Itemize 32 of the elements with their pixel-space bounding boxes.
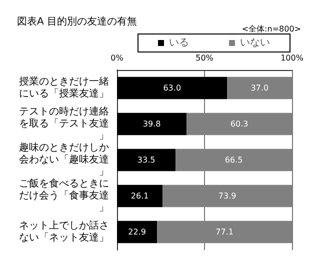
bar — [176, 148, 292, 172]
bar — [186, 112, 292, 136]
bar — [117, 220, 158, 244]
x-tick-label: 50% — [196, 54, 214, 62]
data-label: 63.0 — [163, 84, 182, 92]
y-tick-label: ネット上でしか話さない「ネット友達」 — [19, 220, 109, 244]
data-label: 60.3 — [230, 120, 248, 128]
bar — [157, 220, 292, 244]
x-tick-label: 0% — [110, 54, 124, 62]
y-tick-label: 授業のときだけ一緒にいる「授業友達」 — [19, 76, 109, 100]
data-label: 73.9 — [218, 192, 236, 200]
data-label: 33.5 — [137, 156, 156, 164]
data-label: 22.9 — [128, 228, 146, 236]
bar — [227, 76, 292, 100]
bar — [117, 184, 163, 208]
data-label: 39.8 — [142, 120, 161, 128]
bar — [117, 112, 187, 136]
data-label: 66.5 — [224, 156, 243, 164]
y-tick-label: テストの時だけ連絡を取る「テスト友達」 — [19, 106, 109, 142]
y-tick-label: 趣味のときだけしか会わない「趣味友達」 — [19, 142, 109, 178]
x-tick-label: 100% — [280, 54, 304, 62]
bar — [117, 76, 228, 100]
y-tick-label: ご飯を食べるときにだけ会う「食事友達」 — [19, 178, 109, 214]
legend-label: いる — [169, 38, 189, 48]
data-label: 37.0 — [250, 84, 269, 92]
chart-title: 図表A 目的別の友達の有無 — [17, 16, 138, 28]
legend-label: いない — [240, 38, 270, 48]
data-label: 77.1 — [216, 228, 234, 236]
data-label: 26.1 — [130, 192, 149, 200]
text: <全体:n=800> — [242, 24, 302, 34]
bar — [162, 184, 292, 208]
bar — [117, 148, 176, 172]
